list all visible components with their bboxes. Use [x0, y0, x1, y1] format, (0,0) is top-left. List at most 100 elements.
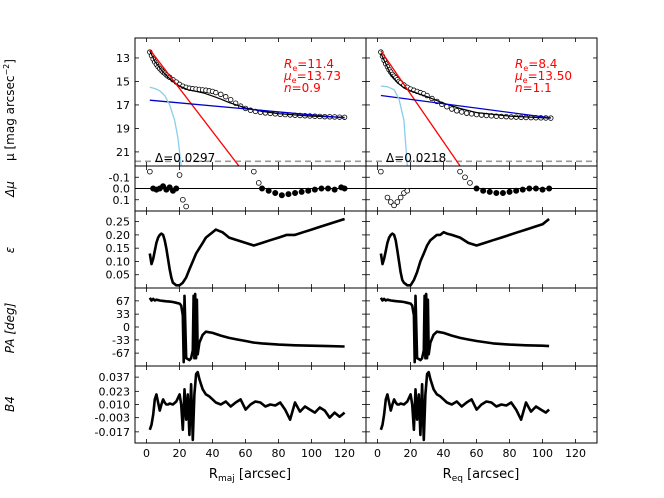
plot-area-residual-left: [135, 168, 366, 210]
ylabel-dmu: Δμ: [3, 181, 17, 198]
residual-filled-point: [493, 189, 500, 196]
xlabel-right: Req [arcsec]: [443, 467, 520, 484]
residual-filled-point: [292, 189, 299, 196]
y-tick-label: 17: [116, 99, 130, 112]
residual-open-point: [404, 187, 411, 194]
ylabel-eps: ε: [3, 246, 17, 253]
data-point: [508, 114, 514, 120]
y-tick-label: -33: [112, 334, 130, 347]
x-tick-label: 80: [272, 447, 286, 460]
bulge-line: [380, 85, 408, 166]
plot-area-surface-brightness-right: [366, 49, 597, 166]
data-point: [223, 94, 229, 100]
residual-filled-point: [473, 185, 480, 192]
plot-area-ellipticity-left: [148, 217, 345, 287]
residual-filled-point: [499, 189, 506, 196]
y-tick-label: 0.15: [106, 242, 131, 255]
y-tick-label: 67: [116, 295, 130, 308]
xlabel-left-main: R: [209, 467, 218, 482]
y-tick-label: 0: [123, 321, 130, 334]
y-tick-label: 0.010: [99, 399, 131, 412]
residual-filled-point: [265, 187, 272, 194]
param-symbol: μ: [514, 69, 523, 83]
ylabel-b4: B4: [3, 396, 17, 412]
xlabel-right-sub: eq: [452, 474, 463, 484]
residual-open-point: [180, 196, 186, 203]
param-value: =13.73: [297, 69, 341, 83]
y-tick-label: 13: [116, 52, 130, 65]
data-point: [454, 108, 460, 114]
b4-line: [379, 370, 550, 442]
delta-annotation: Δ=0.0218: [386, 151, 446, 165]
residual-filled-point: [325, 185, 332, 192]
y-tick-label: 21: [116, 146, 130, 159]
x-tick-label: 60: [239, 447, 253, 460]
xlabel-left: Rmaj [arcsec]: [209, 467, 291, 484]
param-value: =11.4: [297, 57, 334, 71]
y-tick-label: -67: [112, 347, 130, 360]
sersic-line: [380, 50, 461, 166]
y-tick-label: -0.017: [95, 426, 130, 439]
residual-open-point: [467, 180, 473, 186]
residual-filled-point: [331, 186, 338, 193]
axes-frame: [365, 287, 598, 367]
panel-ellipticity-left: 0.050.100.150.200.25: [106, 210, 367, 289]
panel-residual-right: [365, 165, 598, 212]
residual-filled-point: [341, 185, 348, 192]
data-point: [518, 114, 524, 121]
residual-filled-point: [173, 185, 180, 192]
residual-open-point: [183, 203, 189, 210]
ylabel-pa: PA [deg]: [3, 302, 17, 353]
param-value: =1.1: [523, 81, 552, 95]
data-point: [463, 110, 470, 116]
param-subscript: e: [292, 76, 297, 85]
residual-open-point: [457, 168, 463, 175]
param-value: =8.4: [528, 57, 557, 71]
y-tick-label: 0.20: [106, 229, 131, 242]
data-point: [218, 91, 224, 98]
residual-open-point: [394, 199, 401, 205]
panel-residual-left: -0.10.00.1: [109, 165, 367, 212]
xlabel-right-unit: [arcsec]: [463, 467, 519, 482]
sersic-param-line: μe=13.73: [283, 69, 341, 85]
y-tick-label: 0.25: [106, 216, 131, 229]
residual-filled-point: [546, 185, 553, 192]
plot-area-position-angle-right: [379, 292, 550, 364]
panel-ellipticity-right: [365, 210, 598, 289]
y-tick-label: 0.037: [99, 371, 131, 384]
residual-open-point: [255, 180, 262, 186]
residual-filled-point: [298, 188, 305, 195]
y-tick-label: 0.023: [99, 385, 131, 398]
data-point: [213, 89, 219, 96]
param-value: =13.50: [528, 69, 572, 83]
x-tick-label: 40: [206, 447, 220, 460]
x-tick-label: 120: [565, 447, 586, 460]
y-tick-label: -0.1: [109, 171, 130, 184]
x-tick-label: 20: [173, 447, 187, 460]
sersic-param-line: n=0.9: [284, 81, 321, 95]
data-point: [459, 109, 465, 115]
ellipticity-line: [148, 217, 345, 287]
residual-filled-point: [480, 187, 487, 194]
panel-position-angle-right: [365, 287, 598, 367]
plot-area-residual-right: [366, 168, 597, 209]
plot-area-position-angle-left: [148, 292, 345, 364]
residual-filled-point: [318, 185, 325, 192]
param-symbol: R: [515, 57, 523, 71]
axes-frame: [365, 37, 598, 167]
y-tick-label: 0.05: [106, 269, 131, 282]
data-point: [449, 106, 455, 112]
residual-filled-point: [486, 188, 493, 195]
x-tick-label: 40: [437, 447, 451, 460]
y-tick-label: 33: [116, 308, 130, 321]
disk-line: [149, 99, 345, 119]
param-value: =0.9: [292, 81, 321, 95]
y-tick-label: 0.0: [113, 183, 131, 196]
residual-open-point: [251, 168, 257, 175]
x-tick-label: 100: [532, 447, 553, 460]
sersic-line: [149, 49, 240, 166]
